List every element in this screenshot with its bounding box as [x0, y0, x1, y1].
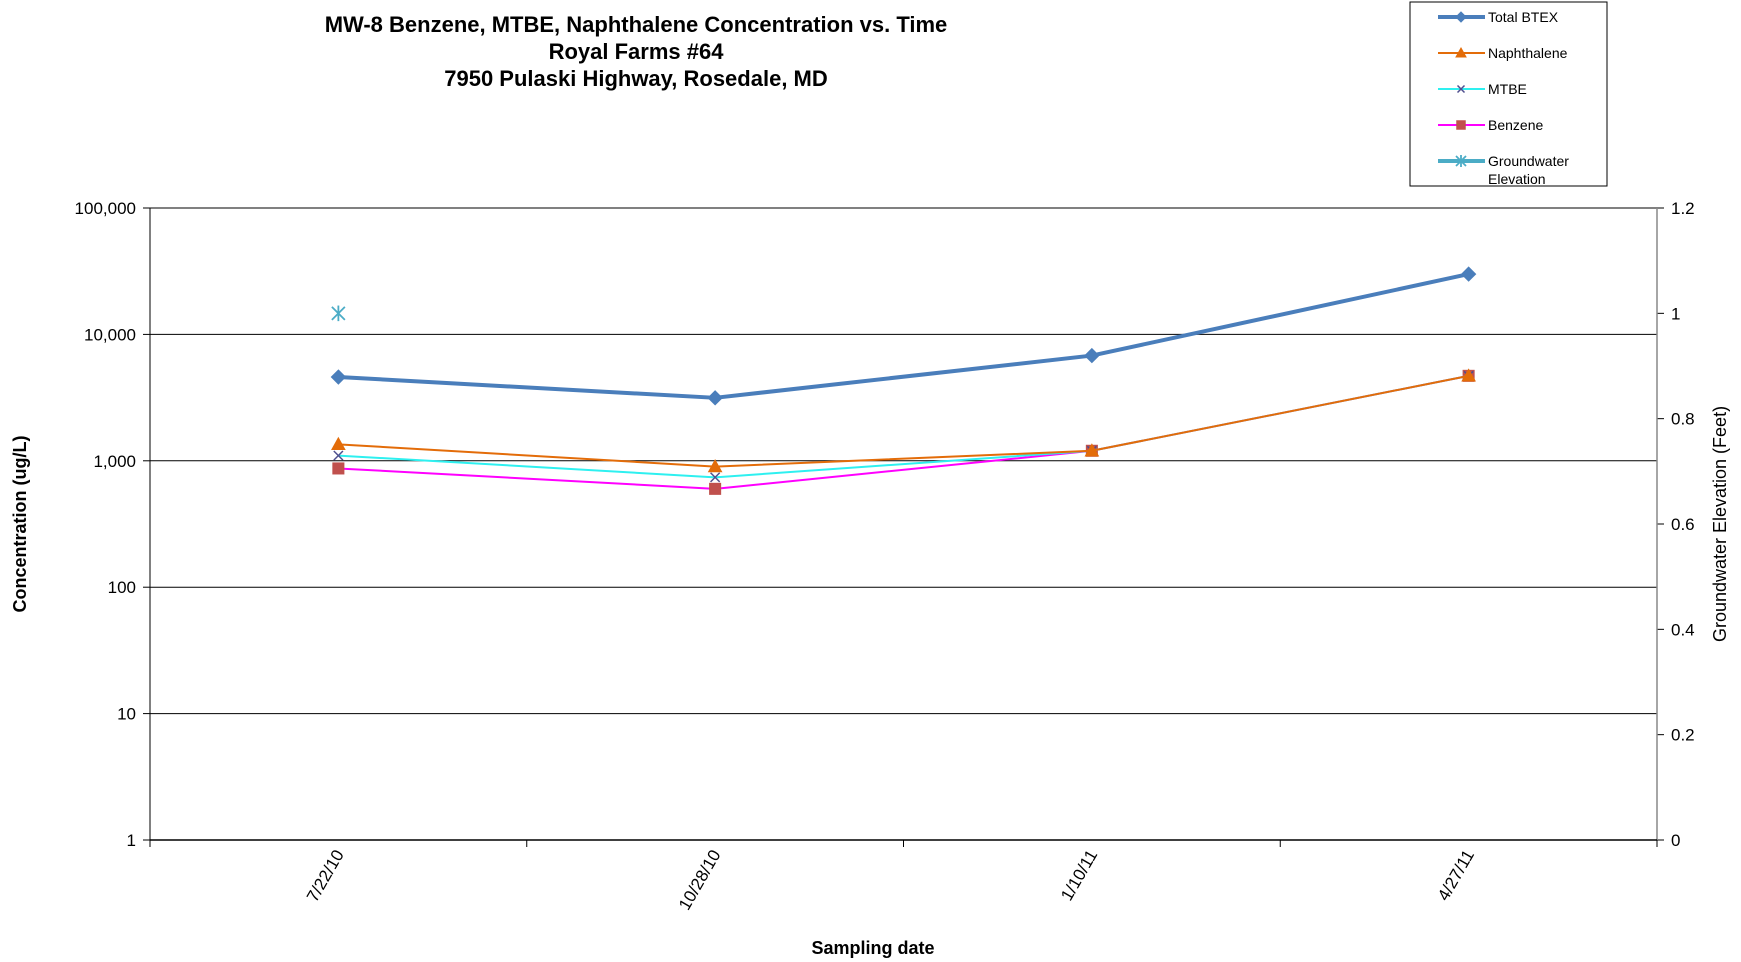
data-point: [710, 472, 721, 483]
chart-title: MW-8 Benzene, MTBE, Naphthalene Concentr…: [325, 12, 948, 91]
x-tick-label: 7/22/10: [303, 847, 348, 906]
legend-item: Benzene: [1438, 117, 1543, 133]
data-point: [1084, 443, 1100, 457]
x-tick-label: 1/10/11: [1057, 847, 1101, 905]
legend-box: [1409, 1, 1608, 187]
series-benzene: [332, 369, 1475, 495]
y2-tick-label: 0.2: [1671, 726, 1695, 745]
data-point-stroke: [1456, 84, 1466, 94]
chart-title-line-2: Royal Farms #64: [549, 39, 725, 64]
data-point: [1461, 368, 1476, 382]
axes: 1 10 100 1,000 10,000 100,000 0 0.2 0.4 0.6 0.8 1 1.…: [75, 199, 1695, 913]
data-point: [331, 436, 346, 451]
legend-label: MTBE: [1488, 81, 1527, 97]
chart-title-line-3: 7950 Pulaski Highway, Rosedale, MD: [444, 66, 828, 91]
data-point: [1456, 84, 1466, 94]
data-point: [1084, 347, 1100, 364]
series-total-btex: [330, 266, 1477, 406]
y2-tick-label: 0.6: [1671, 515, 1695, 534]
legend-item: Naphthalene: [1438, 45, 1568, 61]
legend-label: Naphthalene: [1488, 45, 1568, 61]
data-point: [330, 369, 347, 385]
data-point-stroke: [710, 472, 721, 483]
series-line: [338, 374, 1469, 479]
x-tick-label: 10/28/10: [675, 847, 725, 914]
legend-item: MTBE: [1438, 81, 1527, 97]
legend-label: Groundwater Elevation: [1488, 153, 1569, 187]
y-tick-label: 100: [108, 578, 136, 597]
y2-tick-label: 1.2: [1671, 199, 1695, 218]
chart-title-line-1: MW-8 Benzene, MTBE, Naphthalene Concentr…: [325, 12, 948, 37]
legend-label: Benzene: [1488, 117, 1543, 133]
data-point: [333, 450, 344, 461]
data-point: [332, 462, 345, 475]
x-axis-title: Sampling date: [811, 938, 934, 958]
series-naphthalene: [331, 368, 1476, 473]
y-tick-label: 100,000: [75, 199, 136, 218]
legend-label: Total BTEX: [1488, 9, 1559, 25]
y-tick-label: 10: [117, 705, 136, 724]
y-tick-label: 10,000: [84, 325, 136, 344]
data-point: [331, 305, 346, 322]
y-tick-label: 1: [127, 831, 136, 850]
data-point: [1455, 46, 1467, 58]
data-point: [709, 482, 722, 495]
y2-tick-label: 0: [1671, 831, 1680, 850]
data-point: [1455, 11, 1467, 23]
data-point: [1455, 155, 1467, 167]
series-layer: [330, 266, 1477, 495]
legend-label-line: Elevation: [1488, 171, 1546, 187]
series-line: [338, 374, 1469, 490]
y2-tick-label: 0.8: [1671, 410, 1695, 429]
data-point: [707, 390, 723, 406]
y-axis-title: Concentration (ug/L): [10, 436, 30, 613]
legend-item: Total BTEX: [1438, 9, 1559, 25]
series-line: [338, 374, 1469, 468]
series-groundwater-elevation: [331, 305, 346, 322]
y2-tick-label: 1: [1671, 304, 1680, 323]
y2-axis-title: Groundwater Elevation (Feet): [1710, 406, 1730, 642]
legend: Total BTEX Naphthalene MTBE Benzene Groundwa…: [1409, 1, 1608, 187]
data-point: [1460, 266, 1477, 282]
gridlines: [150, 207, 1657, 841]
y-tick-label: 1,000: [93, 452, 136, 471]
series-line: [338, 272, 1470, 400]
y2-tick-label: 0.4: [1671, 620, 1695, 639]
data-point: [707, 459, 723, 473]
legend-item: Groundwater Elevation: [1438, 153, 1569, 187]
data-point: [1456, 120, 1466, 130]
legend-label-line: Groundwater: [1488, 153, 1569, 169]
data-point-stroke: [333, 450, 344, 461]
x-tick-label: 4/27/11: [1434, 847, 1478, 905]
